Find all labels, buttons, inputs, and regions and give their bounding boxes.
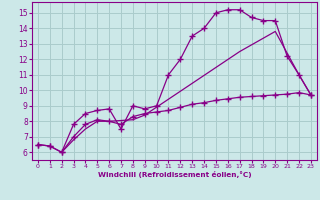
X-axis label: Windchill (Refroidissement éolien,°C): Windchill (Refroidissement éolien,°C) xyxy=(98,171,251,178)
